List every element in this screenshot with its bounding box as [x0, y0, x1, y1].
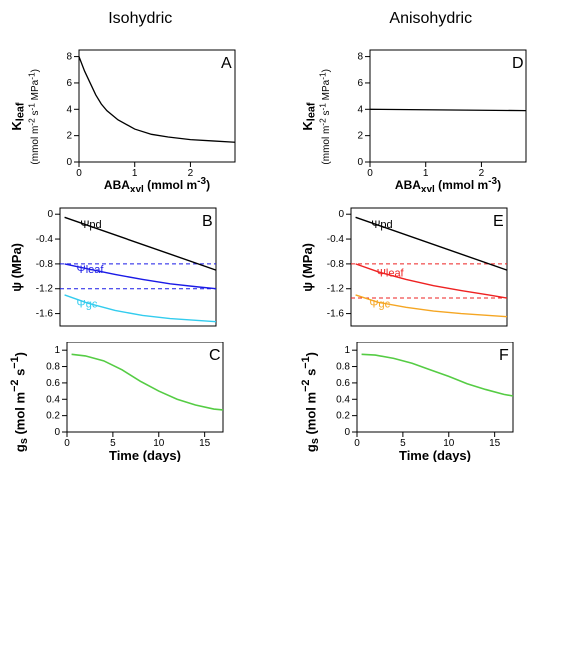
svg-text:0: 0 — [54, 427, 60, 438]
svg-text:2: 2 — [357, 131, 363, 142]
ylabel-kleaf-right: Kleaf(mmol m-2 s-1 MPa-1) — [301, 69, 334, 165]
svg-text:B: B — [202, 213, 213, 230]
svg-text:Time (days): Time (days) — [399, 448, 471, 462]
svg-text:Time (days): Time (days) — [109, 448, 181, 462]
svg-text:-0.4: -0.4 — [327, 234, 345, 245]
svg-text:0: 0 — [67, 157, 73, 168]
svg-text:A: A — [221, 55, 232, 72]
col-title-left: Isohydric — [10, 10, 271, 28]
svg-text:-0.4: -0.4 — [36, 234, 54, 245]
svg-text:Ψleaf: Ψleaf — [376, 267, 404, 279]
svg-text:-1.6: -1.6 — [36, 309, 54, 320]
svg-text:0.2: 0.2 — [46, 411, 60, 422]
ylabel-psi-right: ψ (MPa) — [301, 243, 315, 292]
svg-text:-0.8: -0.8 — [36, 259, 54, 270]
svg-text:0: 0 — [355, 438, 361, 449]
svg-text:0.8: 0.8 — [46, 362, 60, 373]
svg-text:15: 15 — [489, 438, 501, 449]
svg-text:0.8: 0.8 — [336, 362, 350, 373]
svg-text:8: 8 — [357, 52, 363, 63]
svg-text:-1.6: -1.6 — [327, 309, 345, 320]
svg-text:Ψgc: Ψgc — [369, 298, 390, 310]
svg-text:0.4: 0.4 — [46, 394, 60, 405]
svg-text:0.4: 0.4 — [336, 394, 350, 405]
svg-text:Ψleaf: Ψleaf — [77, 264, 105, 276]
panel-C: C00.20.40.60.81051015Time (days) — [31, 342, 231, 462]
svg-text:0: 0 — [338, 209, 344, 220]
panel-B: B -1.6 -1.2 -0.8 -0.4 0 Ψpd Ψleaf Ψgc — [24, 202, 224, 332]
panel-E-wrap: ψ (MPa) E -1.6 -1.2 -0.8 -0.4 0 Ψpd Ψleaf Ψgc — [301, 202, 562, 332]
ylabel-gs-right: gs (mol m−2 s−1) — [301, 352, 322, 452]
panel-A-wrap: Kleaf(mmol m-2 s-1 MPa-1) A02468012ABAxy… — [10, 42, 271, 192]
svg-text:D: D — [512, 55, 524, 72]
svg-text:F: F — [499, 347, 509, 364]
ylabel-gs-left: gs (mol m−2 s−1) — [10, 352, 31, 452]
svg-text:6: 6 — [357, 78, 363, 89]
svg-text:15: 15 — [199, 438, 211, 449]
svg-text:0.6: 0.6 — [46, 378, 60, 389]
svg-text:Ψpd: Ψpd — [80, 219, 101, 231]
panel-A: A02468012ABAxyl (mmol m-3) — [43, 42, 243, 192]
panel-F: F00.20.40.60.81051015Time (days) — [321, 342, 521, 462]
figure-grid: Isohydric Anisohydric Kleaf(mmol m-2 s-1… — [10, 10, 561, 462]
svg-text:2: 2 — [67, 131, 73, 142]
svg-text:8: 8 — [67, 52, 73, 63]
ylabel-kleaf-left: Kleaf(mmol m-2 s-1 MPa-1) — [10, 69, 43, 165]
svg-text:1: 1 — [345, 345, 351, 356]
svg-text:4: 4 — [357, 104, 363, 115]
panel-D-wrap: Kleaf(mmol m-2 s-1 MPa-1) D02468012ABAxy… — [301, 42, 562, 192]
ylabel-psi-left: ψ (MPa) — [10, 243, 24, 292]
svg-text:0: 0 — [64, 438, 70, 449]
svg-text:1: 1 — [54, 345, 60, 356]
svg-text:0: 0 — [48, 209, 54, 220]
panel-F-wrap: gs (mol m−2 s−1) F00.20.40.60.81051015Ti… — [301, 342, 562, 462]
svg-text:4: 4 — [67, 104, 73, 115]
panel-D: D02468012ABAxyl (mmol m-3) — [334, 42, 534, 192]
svg-text:0: 0 — [357, 157, 363, 168]
svg-text:-1.2: -1.2 — [36, 284, 54, 295]
svg-text:Ψpd: Ψpd — [371, 219, 392, 231]
svg-text:0: 0 — [345, 427, 351, 438]
svg-text:6: 6 — [67, 78, 73, 89]
svg-text:0.2: 0.2 — [336, 411, 350, 422]
col-title-right: Anisohydric — [301, 10, 562, 28]
panel-E: E -1.6 -1.2 -0.8 -0.4 0 Ψpd Ψleaf Ψgc — [315, 202, 515, 332]
svg-text:C: C — [209, 347, 221, 364]
svg-text:-1.2: -1.2 — [327, 284, 345, 295]
svg-text:Ψgc: Ψgc — [77, 298, 98, 310]
svg-text:-0.8: -0.8 — [327, 259, 345, 270]
panel-C-wrap: gs (mol m−2 s−1) C00.20.40.60.81051015Ti… — [10, 342, 271, 462]
panel-B-wrap: ψ (MPa) B -1.6 -1.2 -0.8 -0.4 0 Ψpd Ψleaf Ψgc — [10, 202, 271, 332]
svg-text:0.6: 0.6 — [336, 378, 350, 389]
svg-text:E: E — [493, 213, 504, 230]
